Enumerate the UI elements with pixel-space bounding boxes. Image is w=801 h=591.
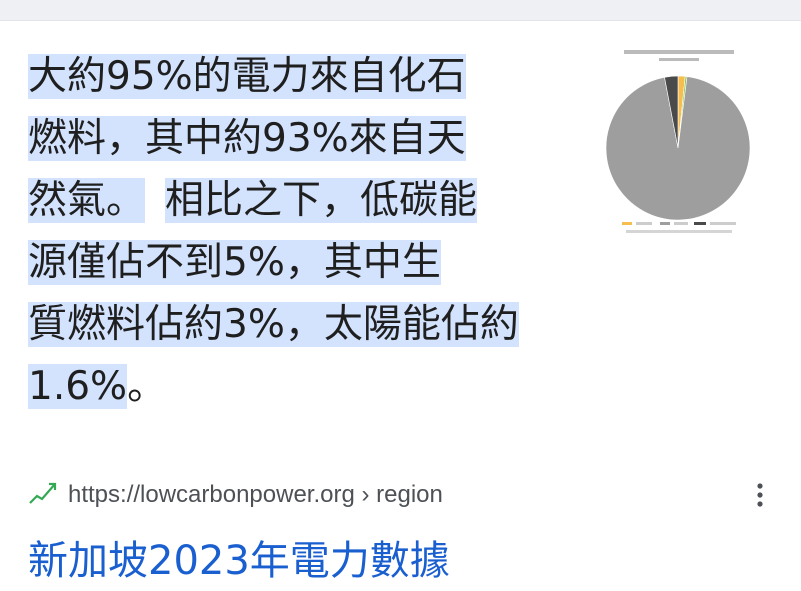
highlighted-text: 1.6% xyxy=(28,364,128,409)
pie-slice xyxy=(605,76,751,221)
result-title-link[interactable]: 新加坡2023年電力數據 xyxy=(28,538,450,584)
highlighted-text: 然氣。 xyxy=(28,178,146,223)
thumb-title-text xyxy=(624,50,734,54)
snippet-line: 大約95%的電力來自化石 xyxy=(28,48,628,110)
legend-label xyxy=(674,222,688,225)
pie-chart-thumbnail[interactable] xyxy=(604,46,754,242)
result-url[interactable]: https://lowcarbonpower.org › region xyxy=(68,481,443,508)
more-options-icon[interactable] xyxy=(752,482,768,508)
snippet-line: 然氣。 相比之下，低碳能 xyxy=(28,172,628,234)
highlighted-text: 相比之下，低碳能 xyxy=(165,178,478,223)
legend-label xyxy=(710,222,736,225)
thumb-subtitle-text xyxy=(659,58,699,61)
snippet-line: 源僅佔不到5%，其中生 xyxy=(28,234,628,296)
snippet-line: 1.6%。 xyxy=(28,358,628,420)
top-bar xyxy=(0,0,801,21)
legend-swatch xyxy=(694,222,706,225)
thumb-source-text xyxy=(626,230,732,233)
snippet-line: 燃料，其中約93%來自天 xyxy=(28,110,628,172)
legend-label xyxy=(636,222,652,225)
trend-line-icon xyxy=(28,480,58,510)
pie-slice xyxy=(664,75,679,149)
featured-snippet-text: 大約95%的電力來自化石 燃料，其中約93%來自天 然氣。 相比之下，低碳能 源僅… xyxy=(28,48,628,420)
result-source[interactable]: https://lowcarbonpower.org › region xyxy=(28,480,443,510)
legend-swatch xyxy=(622,222,632,225)
highlighted-text: 質燃料佔約3%，太陽能佔約 xyxy=(28,302,519,347)
highlighted-text: 燃料，其中約93%來自天 xyxy=(28,116,466,161)
plain-text: 。 xyxy=(127,364,167,409)
highlighted-text: 大約95%的電力來自化石 xyxy=(28,54,466,99)
legend-swatch xyxy=(660,222,670,225)
snippet-line: 質燃料佔約3%，太陽能佔約 xyxy=(28,296,628,358)
highlighted-text: 源僅佔不到5%，其中生 xyxy=(28,240,441,285)
